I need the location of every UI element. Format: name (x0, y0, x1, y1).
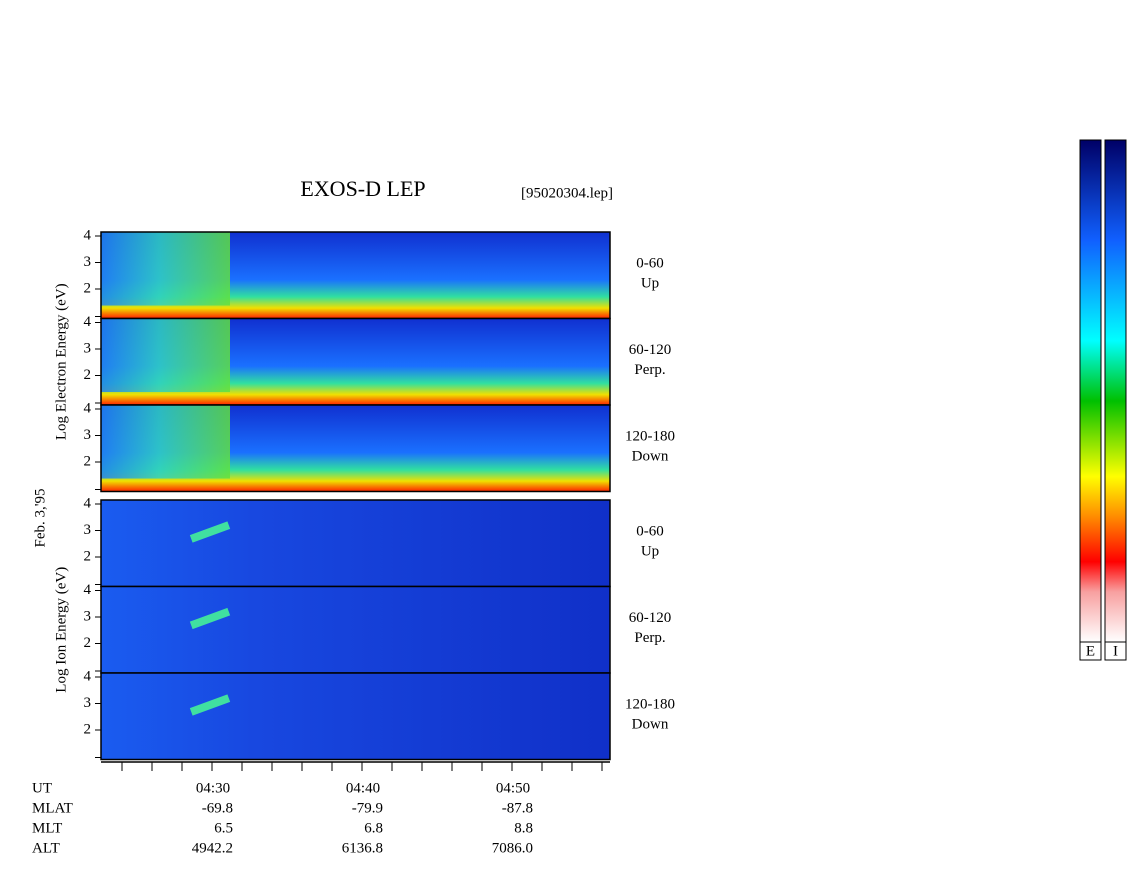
spectrogram-feature (189, 607, 231, 630)
y-tick-label: 2 (84, 548, 92, 564)
direction-label: Down (632, 448, 669, 464)
direction-label: Up (641, 275, 659, 291)
y-tick-label: 2 (84, 453, 92, 469)
row-value: -69.8 (202, 800, 233, 816)
row-value: 6.8 (364, 820, 383, 836)
row-value: 6.5 (214, 820, 233, 836)
y-tick-label: 2 (84, 635, 92, 651)
y-tick-label: 4 (84, 400, 92, 416)
row-value: 7086.0 (492, 840, 533, 856)
y-tick-label: 2 (84, 721, 92, 737)
date-label: Feb. 3,'95 (32, 489, 48, 548)
row-value: 04:40 (346, 780, 380, 796)
y-tick-label: 3 (84, 695, 92, 711)
spectrogram-feature (189, 694, 231, 716)
spectrogram-region (101, 318, 230, 393)
colorbar-label-box (1104, 641, 1127, 661)
angle-label: 0-60 (636, 523, 664, 539)
row-value: 8.8 (514, 820, 533, 836)
y-tick-label: 4 (84, 668, 92, 684)
spectrogram (101, 500, 610, 587)
panel-frame (100, 672, 611, 761)
panel-frame (100, 404, 611, 493)
y-tick-label: 3 (84, 340, 92, 356)
colorbar-label: E (1086, 643, 1095, 659)
y-tick-label: 3 (84, 608, 92, 624)
angle-label: 120-180 (625, 696, 675, 712)
angle-label: 120-180 (625, 428, 675, 444)
angle-label: 60-120 (629, 610, 672, 626)
title: EXOS-D LEP (300, 176, 425, 201)
row-name: ALT (32, 840, 60, 856)
row-value: -79.9 (352, 800, 383, 816)
y-tick-label: 4 (84, 227, 92, 243)
row-value: 4942.2 (192, 840, 233, 856)
y-tick-label: 4 (84, 314, 92, 330)
group-label: Log Electron Energy (eV) (53, 283, 69, 440)
colorbar-label-box (1079, 641, 1102, 661)
row-name: MLAT (32, 800, 73, 816)
direction-label: Perp. (634, 362, 665, 378)
colorbar-scale (1079, 139, 1102, 643)
spectrogram-region (101, 232, 230, 306)
y-tick-label: 3 (84, 254, 92, 270)
group-label: Log Ion Energy (eV) (53, 567, 69, 693)
y-tick-label: 3 (84, 427, 92, 443)
y-tick-label: 2 (84, 367, 92, 383)
y-tick-label: 3 (84, 522, 92, 538)
y-tick-label: 4 (84, 582, 92, 598)
row-name: MLT (32, 820, 62, 836)
row-value: -87.8 (502, 800, 533, 816)
row-value: 6136.8 (342, 840, 383, 856)
direction-label: Down (632, 716, 669, 732)
spectrogram-region (101, 405, 230, 479)
colorbar-label: I (1113, 643, 1118, 659)
direction-label: Perp. (634, 630, 665, 646)
file-name: [95020304.lep] (521, 185, 613, 201)
spectrogram (101, 586, 610, 673)
spectrogram-feature (189, 521, 231, 543)
direction-label: Up (641, 543, 659, 559)
row-name: UT (32, 780, 52, 796)
y-tick-label: 4 (84, 495, 92, 511)
angle-label: 0-60 (636, 255, 664, 271)
colorbar-scale (1104, 139, 1127, 643)
row-value: 04:50 (496, 780, 530, 796)
angle-label: 60-120 (629, 342, 672, 358)
y-tick-label: 2 (84, 280, 92, 296)
spectrogram (101, 673, 610, 760)
row-value: 04:30 (196, 780, 230, 796)
